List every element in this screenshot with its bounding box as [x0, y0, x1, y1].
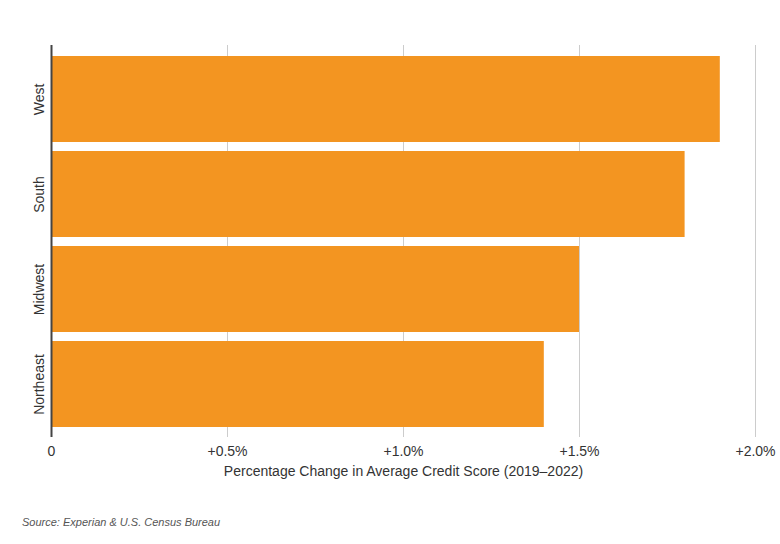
html-text:Source: Experian & U.S. Census: Source: Experian & U.S. Census Bureau — [22, 516, 221, 528]
svg-text:West: West — [31, 84, 47, 116]
svg-text:+1.0%: +1.0% — [383, 443, 423, 459]
svg-text:+0.5%: +0.5% — [207, 443, 247, 459]
svg-text:+2.0%: +2.0% — [735, 443, 775, 459]
svg-text:+1.5%: +1.5% — [559, 443, 599, 459]
svg-text:0: 0 — [48, 443, 56, 459]
svg-text:Percentage Change in Average C: Percentage Change in Average Credit Scor… — [224, 463, 583, 479]
svg-text:Northeast: Northeast — [31, 354, 47, 415]
svg-text:Midwest: Midwest — [31, 264, 47, 315]
svg-text:South: South — [31, 176, 47, 213]
